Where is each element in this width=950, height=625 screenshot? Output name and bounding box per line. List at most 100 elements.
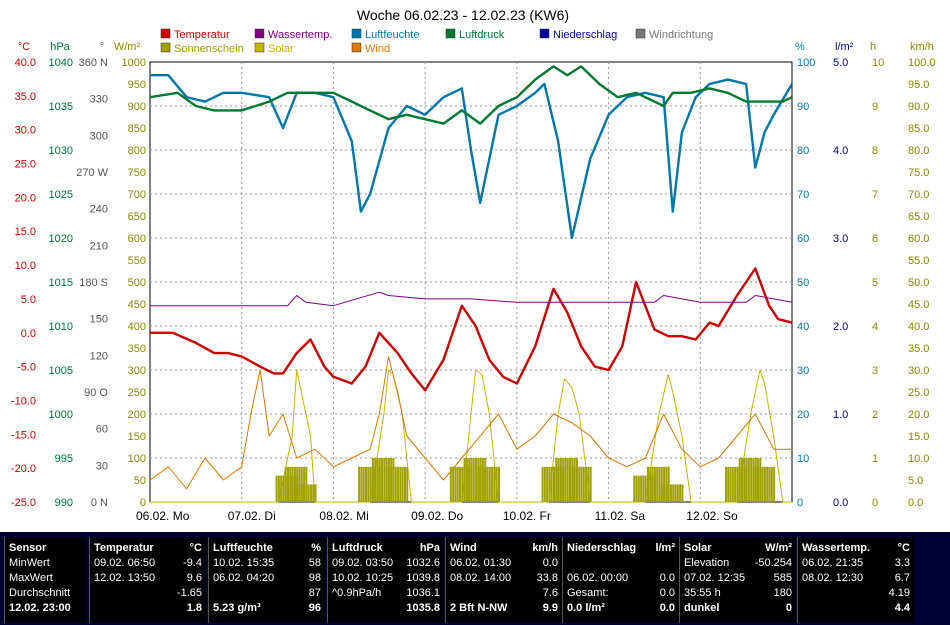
stats-row: 08.02. 14:00 33.8	[450, 571, 558, 585]
temperature-tick-label: -5.0	[17, 362, 36, 374]
stats-cell-value: 1039.8	[406, 572, 440, 584]
stats-column-solar: Solar W/m² Elevation -50.254 07.02. 12:35 585…	[679, 537, 796, 623]
stats-cell-value: 87	[308, 587, 321, 599]
stats-row: dunkel 0	[684, 601, 792, 615]
pressure-tick-label: 1010	[49, 321, 73, 333]
solar-tick-label: 150	[128, 431, 146, 443]
wind-tick-label: 65.0	[908, 211, 929, 223]
stats-cell-label: 5.23 g/m³	[213, 602, 261, 614]
stats-row: Solar W/m²	[684, 541, 792, 555]
stats-column-rain: Niederschlag l/m² 06.02. 00:00 0.0 Gesamt: 0.…	[562, 537, 679, 623]
legend-label: Luftfeuchte	[365, 29, 419, 41]
stats-cell-label: Wassertemp.	[802, 542, 871, 554]
stats-column-press: Luftdruck hPa 09.02. 03:50 1032.6 10.02. 10:…	[327, 537, 444, 623]
series-temperatur-line	[150, 267, 793, 392]
humidity-tick-label: 20	[797, 409, 809, 421]
pressure-tick-label: 1020	[49, 233, 73, 245]
solar-tick-label: 300	[128, 365, 146, 377]
weather-chart: 06.02. Mo 07.02. Di 08.02. Mi 09.02. Do 10.0…	[11, 7, 936, 523]
stats-row: 0.0 l/m² 0.0	[567, 601, 675, 615]
stats-cell-value: km/h	[532, 542, 558, 554]
pressure-tick-label: 1030	[49, 145, 73, 157]
temperature-tick-label: 10.0	[15, 260, 36, 272]
temperature-unit-label: °C	[18, 41, 30, 53]
sunshine-tick-label: 8	[872, 145, 878, 157]
stats-cell-value: 9.6	[186, 572, 202, 584]
wind-tick-label: 15.0	[908, 431, 929, 443]
chart-legend: Temperatur Wassertemp. Luftfeuchte Luftdruc…	[160, 28, 713, 55]
solar-tick-label: 350	[128, 343, 146, 355]
stats-row: 09.02. 03:50 1032.6	[332, 556, 440, 570]
wind_direction-tick-label: 150	[90, 314, 108, 326]
stats-cell-value: 0.0	[659, 602, 675, 614]
stats-cell-label: 10.02. 10:25	[332, 572, 394, 584]
stats-row: 5.23 g/m³ 96	[213, 601, 321, 615]
solar-tick-label: 750	[128, 167, 146, 179]
humidity-tick-label: 80	[797, 145, 809, 157]
stats-column-water: Wassertemp. °C 06.02. 21:35 3.3 08.02. 12:30…	[797, 537, 914, 623]
stats-cell-value: 1036.1	[406, 587, 440, 599]
solar-tick-label: 850	[128, 123, 146, 135]
stats-row: 2 Bft N-NW 9.9	[450, 601, 558, 615]
stats-cell-value: hPa	[419, 542, 440, 554]
stats-cell-label: Temperatur	[94, 542, 154, 554]
rain-tick-label: 1.0	[833, 409, 848, 421]
legend-label: Wind	[365, 43, 390, 55]
solar-tick-label: 650	[128, 211, 146, 223]
legend-label: Sonnenschein	[174, 43, 244, 55]
sunshine-tick-label: 1	[872, 453, 878, 465]
stats-cell-label: Luftdruck	[332, 542, 383, 554]
wind-tick-label: 60.0	[908, 233, 929, 245]
wind-tick-label: 50.0	[908, 277, 929, 289]
wind_direction-tick-label: 300	[90, 130, 108, 142]
stats-cell-label: Gesamt:	[567, 587, 609, 599]
humidity-tick-label: 70	[797, 189, 809, 201]
sunshine-tick-label: 3	[872, 365, 878, 377]
stats-row: 07.02. 12:35 585	[684, 571, 792, 585]
legend-label: Niederschlag	[553, 29, 617, 41]
pressure-tick-label: 995	[55, 453, 73, 465]
temperature-tick-label: 25.0	[15, 159, 36, 171]
stats-cell-label: 09.02. 03:50	[332, 557, 394, 569]
series-wassertemp-line	[150, 291, 793, 307]
stats-cell-value: 180	[773, 587, 792, 599]
rain-tick-label: 5.0	[833, 57, 848, 69]
humidity-tick-label: 60	[797, 233, 809, 245]
stats-cell-label: dunkel	[684, 602, 720, 614]
stats-cell-value: -9.4	[183, 557, 202, 569]
stats-cell-value: 98	[308, 572, 321, 584]
pressure-tick-label: 1000	[49, 409, 73, 421]
wind-tick-label: 45.0	[908, 299, 929, 311]
series-luftfeuchte-line	[150, 73, 794, 240]
legend-swatch	[160, 42, 171, 53]
stats-row: MinWert	[9, 556, 83, 570]
solar-tick-label: 700	[128, 189, 146, 201]
stats-cell-label: 06.02. 01:30	[450, 557, 512, 569]
sunshine-unit-label: h	[870, 41, 876, 53]
stats-row: Elevation -50.254	[684, 556, 792, 570]
x-tick-label: 06.02. Mo	[136, 509, 190, 523]
wind-unit-label: km/h	[910, 41, 934, 53]
wind_direction-tick-label: 210	[90, 240, 108, 252]
stats-cell-value: W/m²	[765, 542, 792, 554]
series-solar-line	[150, 369, 792, 503]
stats-cell-value: 58	[308, 557, 321, 569]
stats-row: MaxWert	[9, 571, 83, 585]
solar-tick-label: 900	[128, 101, 146, 113]
stats-row: 7.6	[450, 586, 558, 600]
wind_direction-tick-label: 60	[96, 424, 108, 436]
stats-row: Luftdruck hPa	[332, 541, 440, 555]
rain-tick-label: 0.0	[833, 497, 848, 509]
wind-tick-label: 90.0	[908, 101, 929, 113]
stats-cell-value: 0.0	[659, 587, 675, 599]
stats-cell-value: 4.19	[888, 587, 910, 599]
legend-label: Luftdruck	[459, 29, 505, 41]
stats-row: -1.65	[94, 586, 202, 600]
stats-cell-value: 1.8	[186, 602, 202, 614]
series-luftdruck-line	[149, 65, 793, 125]
solar-tick-label: 1000	[122, 57, 146, 69]
stats-row: 12.02. 23:00	[9, 601, 83, 615]
solar-tick-label: 200	[128, 409, 146, 421]
solar-tick-label: 250	[128, 387, 146, 399]
x-tick-label: 12.02. So	[686, 509, 738, 523]
